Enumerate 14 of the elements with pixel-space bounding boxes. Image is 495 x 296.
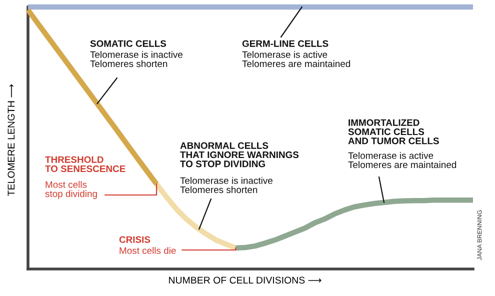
annotation: THRESHOLD TO SENESCENCE bbox=[45, 156, 126, 172]
annotation: Telomerase is active Telomeres are maintained bbox=[348, 152, 456, 168]
annotation: GERM-LINE CELLS bbox=[242, 40, 328, 47]
annotation: Most cells die bbox=[120, 247, 176, 254]
annotation: CRISIS bbox=[119, 236, 150, 243]
annotation: SOMATIC CELLS bbox=[90, 40, 166, 47]
annotation: ABNORMAL CELLS THAT IGNORE WARNINGS TO STOP DIVIDING bbox=[180, 142, 299, 168]
annotation: IMMORTALIZED SOMATIC CELLS AND TUMOR CELLS bbox=[348, 119, 439, 144]
x-axis-title: NUMBER OF CELL DIVISIONS ⟶ bbox=[169, 276, 322, 284]
annotation: Telomerase is inactive Telomeres shorten bbox=[180, 177, 272, 194]
y-axis-title: TELOMERE LENGTH ⟶ bbox=[8, 84, 15, 196]
annotation: Telomerase is active Telomeres are maintained bbox=[242, 51, 350, 68]
annotation: Most cells stop dividing bbox=[45, 181, 97, 199]
annotation: Telomerase is inactive Telomeres shorten bbox=[90, 51, 182, 68]
